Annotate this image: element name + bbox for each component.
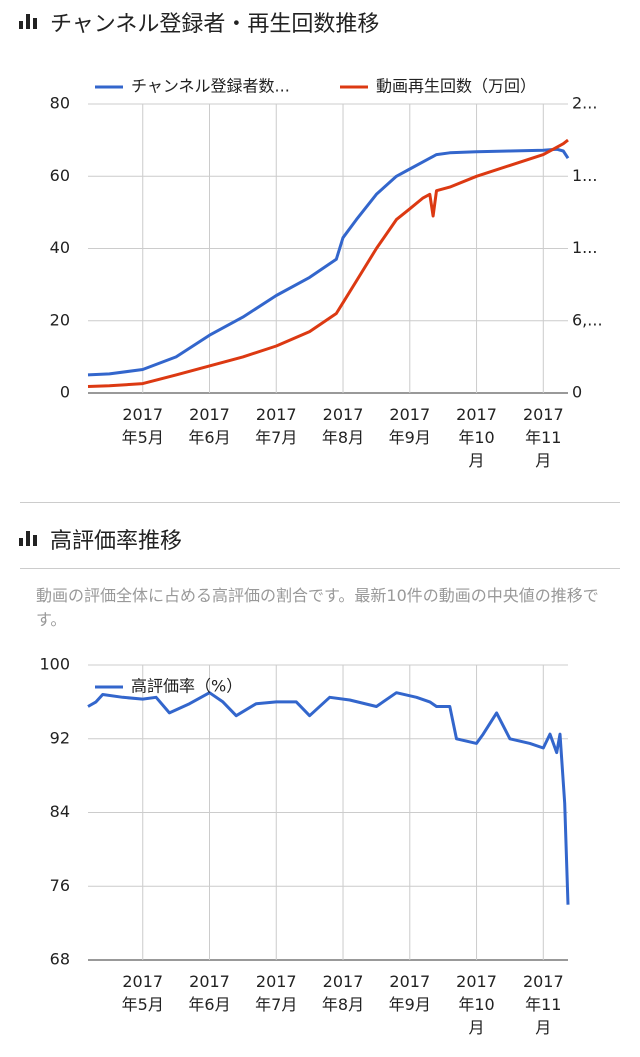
y2-tick-label: 2... [572,94,597,113]
y2-tick-label: 6,... [572,310,603,329]
y2-tick-label: 1... [572,166,597,185]
x-tick-label: 2017 年10月 [456,405,497,470]
section-title: 高評価率推移 [50,529,183,554]
series-line [87,147,570,377]
y-tick-label: 68 [50,950,70,969]
x-tick-label: 2017 年10月 [456,972,497,1037]
y-tick-label: 80 [50,94,70,113]
series-line [87,138,569,388]
x-tick-label: 2017 年5月 [121,405,164,447]
x-tick-label: 2017 年6月 [188,972,231,1014]
y2-tick-label: 1... [572,238,597,257]
x-tick-label: 2017 年8月 [321,972,365,1014]
x-tick-label: 2017 年6月 [188,405,231,447]
x-tick-label: 2017 年7月 [255,405,298,447]
x-tick-label: 2017 年9月 [388,972,431,1014]
separator [20,568,620,569]
y-tick-label: 40 [50,238,70,257]
separator [20,502,620,503]
x-tick-label: 2017 年9月 [388,405,431,447]
x-tick-label: 2017 年5月 [121,972,164,1014]
y-tick-label: 60 [50,166,70,185]
y-tick-label: 0 [60,383,70,402]
y-tick-label: 76 [50,876,70,895]
chart-icon [19,531,37,546]
series-line [87,691,570,905]
y-tick-label: 100 [39,655,70,674]
section-title: チャンネル登録者・再生回数推移 [50,12,380,37]
legend-label: チャンネル登録者数... [131,77,290,96]
y-tick-label: 84 [50,802,70,821]
legend-label: 高評価率（%） [131,677,242,696]
y2-tick-label: 0 [572,383,582,402]
x-tick-label: 2017 年8月 [321,405,365,447]
x-tick-label: 2017 年7月 [255,972,298,1014]
description: 動画の評価全体に占める高評価の割合です。最新10件の動画の中央値の推移です。 [36,586,599,629]
x-tick-label: 2017 年11月 [522,405,564,470]
chart-icon [19,14,37,29]
y-tick-label: 20 [50,310,70,329]
legend-label: 動画再生回数（万回） [376,77,536,96]
y-tick-label: 92 [50,728,70,747]
x-tick-label: 2017 年11月 [522,972,564,1037]
